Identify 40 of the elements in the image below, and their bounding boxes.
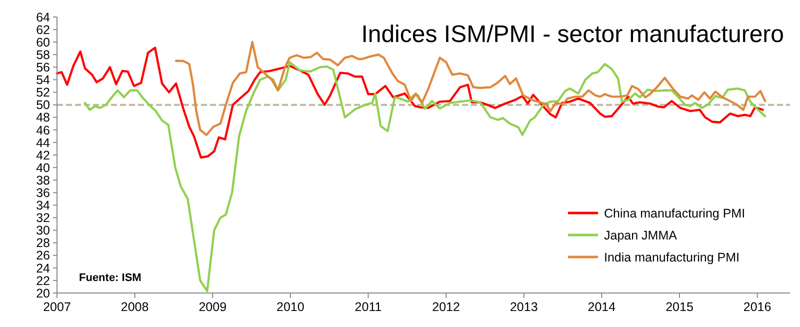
legend-label: China manufacturing PMI (604, 206, 746, 220)
x-tick-label: 2012 (432, 300, 460, 314)
y-tick-label: 38 (36, 173, 50, 188)
annotation: Fuente: ISM (79, 272, 142, 284)
y-tick-label: 46 (36, 123, 50, 138)
y-tick-label: 58 (36, 48, 50, 62)
y-tick-label: 24 (36, 261, 50, 276)
x-tick-label: 2008 (120, 300, 149, 314)
y-tick-label: 52 (36, 86, 50, 100)
y-tick-label: 50 (36, 98, 50, 112)
y-tick-label: 44 (36, 136, 50, 150)
y-tick-label: 42 (36, 148, 50, 162)
x-tick-label: 2014 (588, 300, 616, 314)
chart-title: Indices ISM/PMI - sector manufacturero (361, 21, 784, 48)
x-tick-label: 2011 (354, 300, 382, 314)
legend-label: India manufacturing PMI (604, 250, 740, 264)
y-tick-label: 48 (36, 110, 50, 125)
x-tick-label: 2009 (198, 300, 227, 314)
x-tick-label: 2015 (666, 300, 694, 314)
x-tick-label: 2016 (743, 300, 772, 314)
y-tick-label: 64 (36, 10, 50, 24)
y-tick-label: 40 (36, 160, 50, 175)
legend-label: Japan JMMA (604, 228, 678, 242)
x-tick-label: 2007 (43, 300, 71, 314)
y-tick-label: 32 (36, 211, 50, 226)
y-tick-label: 62 (36, 22, 50, 37)
y-tick-label: 20 (36, 286, 50, 300)
line-series (56, 46, 764, 159)
line-series (174, 40, 766, 136)
y-tick-label: 56 (36, 60, 50, 75)
y-tick-label: 36 (36, 186, 50, 200)
y-tick-label: 54 (36, 73, 50, 88)
y-tick-label: 22 (36, 274, 50, 288)
y-tick-label: 34 (36, 198, 50, 213)
y-tick-label: 26 (36, 248, 50, 263)
y-tick-label: 28 (36, 236, 50, 250)
x-tick-label: 2010 (276, 300, 304, 314)
y-tick-label: 30 (36, 224, 50, 238)
y-tick-label: 60 (36, 35, 50, 50)
x-tick-label: 2013 (510, 300, 538, 314)
